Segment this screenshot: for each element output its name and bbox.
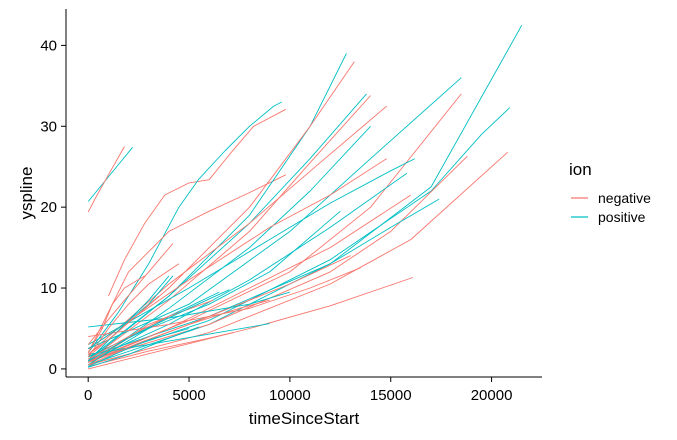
series-line-positive-25: [88, 291, 291, 328]
legend: ion negative positive: [569, 160, 651, 225]
series-line-positive-41: [88, 326, 200, 368]
series-line-positive-33: [87, 275, 174, 350]
series-line-negative-30: [87, 263, 180, 358]
series-line-negative-9: [87, 95, 371, 362]
series-line-negative-17: [88, 155, 468, 362]
y-axis-title: yspline: [17, 167, 36, 220]
series-line-negative-5: [87, 174, 286, 353]
y-tick-label: 10: [40, 280, 57, 297]
x-tick-label: 15000: [370, 387, 412, 404]
series-line-negative-24: [88, 194, 412, 363]
series-line-positive-21: [87, 158, 416, 345]
y-tick-label: 30: [40, 118, 57, 135]
series-line-positive-35: [88, 328, 190, 367]
series-line-negative-40: [88, 299, 270, 366]
legend-title: ion: [569, 160, 592, 179]
x-axis-title: timeSinceStart: [249, 409, 360, 428]
series-line-negative-22: [87, 158, 387, 350]
series-line-positive-39: [87, 289, 230, 362]
y-tick-label: 0: [49, 361, 57, 378]
series-line-negative-3: [107, 108, 287, 297]
y-tick-label: 20: [40, 199, 57, 216]
series-line-negative-16: [88, 151, 509, 366]
legend-label-negative: negative: [598, 190, 651, 206]
series-line-negative-27: [88, 277, 414, 370]
series-line-positive-10: [87, 125, 371, 366]
series-lines: [87, 24, 523, 370]
x-tick-label: 20000: [471, 387, 513, 404]
series-line-positive-18: [88, 198, 440, 358]
series-line-negative-36: [87, 243, 174, 345]
series-line-positive-37: [87, 291, 220, 366]
y-tick-label: 40: [40, 37, 57, 54]
series-line-positive-23: [88, 172, 408, 362]
series-line-negative-32: [87, 275, 145, 353]
series-line-negative-2: [87, 146, 125, 213]
y-axis-ticks: 0 10 20 30 40: [40, 37, 66, 378]
x-tick-label: 0: [84, 387, 92, 404]
x-tick-label: 5000: [172, 387, 205, 404]
series-line-positive-28: [88, 323, 270, 355]
series-line-negative-29: [88, 332, 234, 367]
series-line-positive-15: [88, 107, 511, 362]
series-line-positive-1: [87, 147, 133, 202]
series-line-negative-38: [87, 299, 214, 360]
series-line-positive-12: [88, 77, 462, 350]
legend-label-positive: positive: [598, 209, 646, 225]
x-axis-ticks: 0 5000 10000 15000 20000: [84, 377, 512, 404]
series-line-negative-42: [87, 295, 160, 355]
x-tick-label: 10000: [269, 387, 311, 404]
series-line-positive-14: [88, 24, 523, 366]
